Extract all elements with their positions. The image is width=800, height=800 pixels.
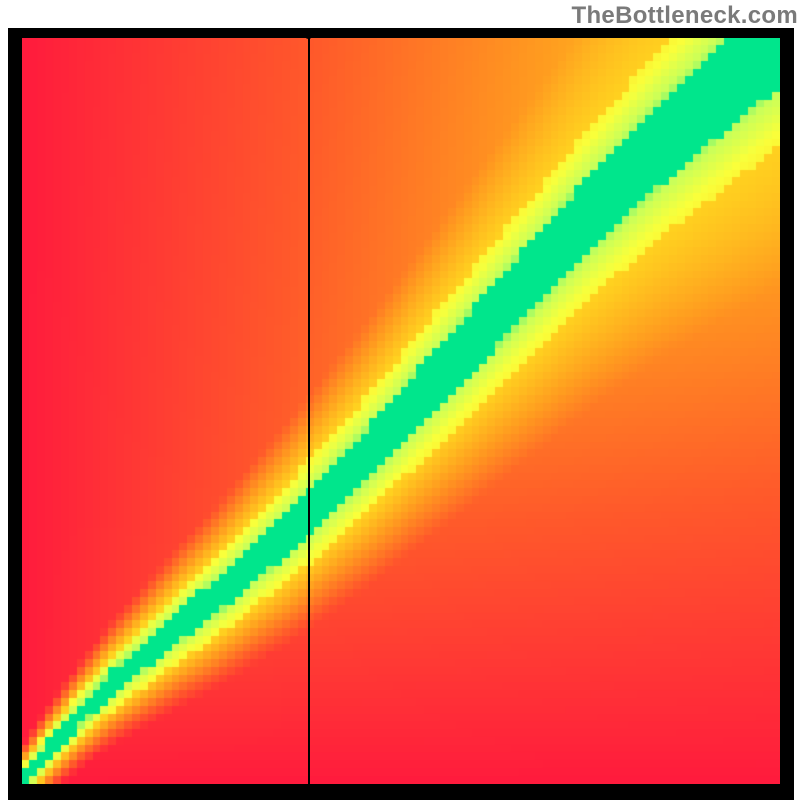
marker-dot — [304, 30, 313, 39]
bottleneck-heatmap — [8, 28, 794, 800]
watermark-label: TheBottleneck.com — [572, 2, 798, 30]
heatmap-canvas — [22, 38, 780, 784]
marker-vertical-line — [308, 38, 310, 784]
